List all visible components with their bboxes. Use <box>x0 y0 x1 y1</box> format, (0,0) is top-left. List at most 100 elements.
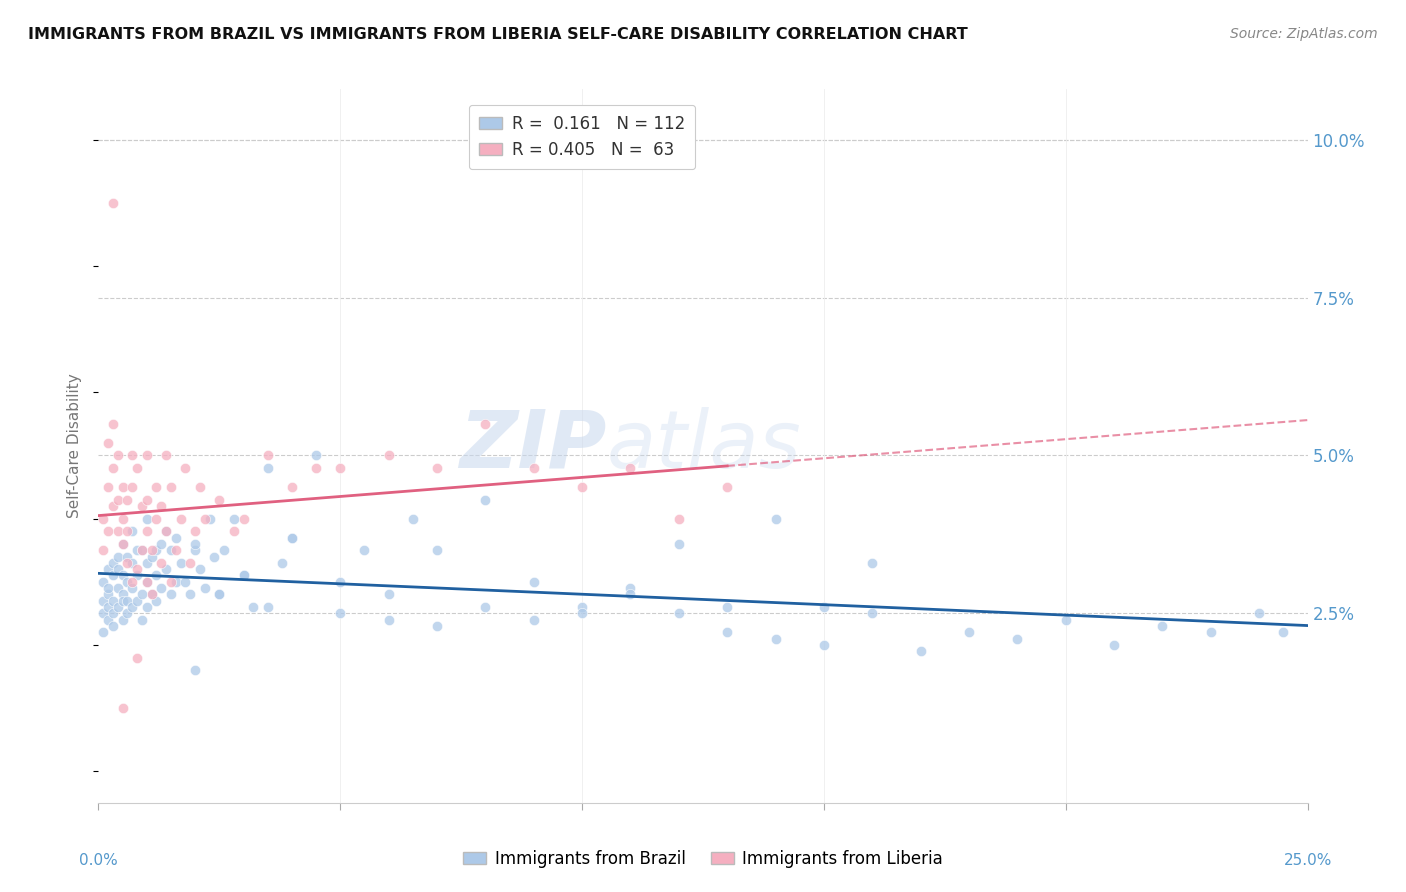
Point <box>256 600 278 615</box>
Point <box>145 568 167 582</box>
Point <box>91 607 114 621</box>
Point <box>135 574 157 589</box>
Point <box>155 449 177 463</box>
Point <box>474 492 496 507</box>
Point <box>571 600 593 615</box>
Point <box>135 574 157 589</box>
Point <box>121 449 143 463</box>
Point <box>1054 613 1077 627</box>
Point <box>174 461 197 475</box>
Point <box>377 449 399 463</box>
Point <box>121 524 143 539</box>
Legend: R =  0.161   N = 112, R = 0.405   N =  63: R = 0.161 N = 112, R = 0.405 N = 63 <box>468 104 696 169</box>
Point <box>305 449 328 463</box>
Point <box>208 492 231 507</box>
Point <box>101 461 124 475</box>
Point <box>107 581 129 595</box>
Point <box>91 593 114 607</box>
Point <box>117 556 139 570</box>
Point <box>165 574 187 589</box>
Point <box>1102 638 1125 652</box>
Point <box>111 568 134 582</box>
Point <box>117 492 139 507</box>
Point <box>107 524 129 539</box>
Point <box>101 499 124 513</box>
Point <box>107 549 129 564</box>
Text: 25.0%: 25.0% <box>1284 854 1331 868</box>
Point <box>160 543 183 558</box>
Point <box>208 587 231 601</box>
Point <box>121 574 143 589</box>
Point <box>97 613 120 627</box>
Point <box>222 511 245 525</box>
Point <box>97 480 120 494</box>
Point <box>111 613 134 627</box>
Point <box>127 650 149 665</box>
Point <box>256 461 278 475</box>
Point <box>329 607 352 621</box>
Point <box>117 593 139 607</box>
Point <box>101 568 124 582</box>
Point <box>150 499 173 513</box>
Text: IMMIGRANTS FROM BRAZIL VS IMMIGRANTS FROM LIBERIA SELF-CARE DISABILITY CORRELATI: IMMIGRANTS FROM BRAZIL VS IMMIGRANTS FRO… <box>28 27 967 42</box>
Point <box>1249 607 1271 621</box>
Point <box>668 537 690 551</box>
Point <box>127 568 149 582</box>
Point <box>860 607 883 621</box>
Point <box>957 625 980 640</box>
Point <box>281 531 304 545</box>
Point <box>141 587 163 601</box>
Point <box>716 480 738 494</box>
Point <box>131 613 153 627</box>
Point <box>135 511 157 525</box>
Point <box>222 524 245 539</box>
Point <box>107 492 129 507</box>
Point <box>353 543 375 558</box>
Point <box>571 607 593 621</box>
Point <box>160 574 183 589</box>
Point <box>121 556 143 570</box>
Point <box>111 593 134 607</box>
Y-axis label: Self-Care Disability: Self-Care Disability <box>67 374 83 518</box>
Point <box>184 543 207 558</box>
Point <box>145 593 167 607</box>
Point <box>97 587 120 601</box>
Point <box>204 549 226 564</box>
Point <box>765 511 787 525</box>
Point <box>188 562 211 576</box>
Point <box>256 449 278 463</box>
Point <box>111 701 134 715</box>
Point <box>184 537 207 551</box>
Point <box>150 556 173 570</box>
Point <box>117 574 139 589</box>
Point <box>127 562 149 576</box>
Text: atlas: atlas <box>606 407 801 485</box>
Point <box>165 531 187 545</box>
Point <box>121 600 143 615</box>
Point <box>474 417 496 431</box>
Point <box>107 600 129 615</box>
Point <box>141 549 163 564</box>
Point <box>145 480 167 494</box>
Legend: Immigrants from Brazil, Immigrants from Liberia: Immigrants from Brazil, Immigrants from … <box>457 844 949 875</box>
Point <box>97 562 120 576</box>
Point <box>117 549 139 564</box>
Point <box>135 524 157 539</box>
Point <box>1272 625 1295 640</box>
Point <box>474 600 496 615</box>
Point <box>121 480 143 494</box>
Point <box>131 499 153 513</box>
Point <box>523 613 546 627</box>
Point <box>117 607 139 621</box>
Point <box>329 574 352 589</box>
Point <box>179 556 201 570</box>
Point <box>107 449 129 463</box>
Point <box>305 461 328 475</box>
Point <box>281 480 304 494</box>
Point <box>619 461 641 475</box>
Point <box>135 556 157 570</box>
Point <box>188 480 211 494</box>
Point <box>121 581 143 595</box>
Point <box>212 543 235 558</box>
Point <box>281 531 304 545</box>
